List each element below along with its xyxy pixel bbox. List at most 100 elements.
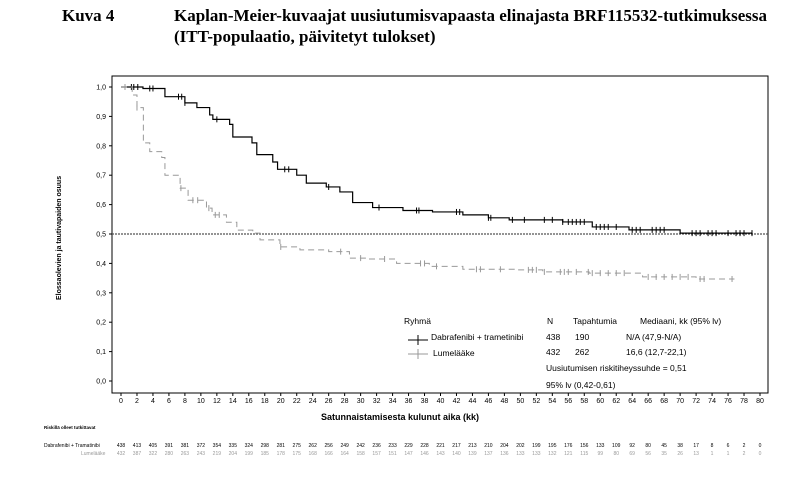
x-tick-label: 44 <box>469 398 477 405</box>
at-risk-placebo-value: 158 <box>356 451 365 457</box>
y-tick-label: 0,3 <box>96 290 106 297</box>
at-risk-placebo-value: 143 <box>436 451 445 457</box>
y-tick-label: 1,0 <box>96 85 106 92</box>
x-tick-label: 56 <box>564 398 572 405</box>
x-tick-label: 72 <box>692 398 700 405</box>
x-tick-label: 64 <box>628 398 636 405</box>
x-tick-label: 10 <box>197 398 205 405</box>
legend-median-dabrafenib: N/A (47,9-N/A) <box>626 332 681 342</box>
x-tick-label: 0 <box>119 398 123 405</box>
at-risk-placebo-value: 178 <box>277 451 286 457</box>
x-tick-label: 38 <box>421 398 429 405</box>
at-risk-placebo-value: 115 <box>580 451 588 457</box>
x-tick-label: 48 <box>501 398 509 405</box>
x-tick-label: 2 <box>135 398 139 405</box>
x-tick-label: 54 <box>548 398 556 405</box>
x-tick-label: 8 <box>183 398 187 405</box>
at-risk-dabrafenib-value: 372 <box>197 443 206 449</box>
at-risk-dabrafenib-value: 275 <box>293 443 302 449</box>
at-risk-placebo-value: 147 <box>404 451 413 457</box>
at-risk-dabrafenib-value: 210 <box>484 443 493 449</box>
at-risk-placebo-value: 13 <box>693 451 699 457</box>
at-risk-dabrafenib-value: 6 <box>727 443 730 449</box>
at-risk-dabrafenib-value: 242 <box>356 443 365 449</box>
at-risk-placebo-value: 132 <box>548 451 557 457</box>
at-risk-dabrafenib-value: 324 <box>245 443 254 449</box>
y-tick-label: 0,2 <box>96 320 106 327</box>
x-tick-label: 24 <box>309 398 317 405</box>
at-risk-dabrafenib-value: 249 <box>340 443 349 449</box>
at-risk-dabrafenib-value: 438 <box>117 443 126 449</box>
x-tick-label: 40 <box>437 398 445 405</box>
x-tick-label: 50 <box>516 398 524 405</box>
at-risk-placebo-value: 263 <box>181 451 190 457</box>
x-tick-label: 80 <box>756 398 764 405</box>
at-risk-dabrafenib-value: 381 <box>181 443 190 449</box>
y-axis-label: Elossaolevien ja tautivapaiden osuus <box>56 176 63 300</box>
at-risk-dabrafenib-value: 335 <box>229 443 238 449</box>
at-risk-placebo-value: 133 <box>516 451 525 457</box>
at-risk-dabrafenib-value: 8 <box>711 443 714 449</box>
legend-n-dabrafenib: 438 <box>546 332 560 342</box>
figure-title-line1: Kaplan-Meier-kuvaajat uusiutumisvapaasta… <box>174 6 768 25</box>
at-risk-placebo-value: 322 <box>149 451 158 457</box>
y-tick-label: 0,1 <box>96 349 106 356</box>
x-tick-label: 22 <box>293 398 301 405</box>
x-tick-label: 4 <box>151 398 155 405</box>
at-risk-label-dabrafenib: Dabrafenibi + Tramatinibi <box>44 443 100 449</box>
at-risk-dabrafenib-value: 236 <box>372 443 381 449</box>
legend-n-placebo: 432 <box>546 347 560 357</box>
at-risk-dabrafenib-value: 213 <box>468 443 477 449</box>
x-tick-label: 52 <box>532 398 540 405</box>
at-risk-placebo-value: 56 <box>645 451 651 457</box>
x-tick-label: 18 <box>261 398 269 405</box>
at-risk-dabrafenib-value: 405 <box>149 443 158 449</box>
y-tick-label: 0,4 <box>96 261 106 268</box>
at-risk-dabrafenib-value: 262 <box>309 443 318 449</box>
at-risk-placebo-value: 26 <box>677 451 683 457</box>
figure-label: Kuva 4 <box>62 6 115 25</box>
at-risk-dabrafenib-value: 229 <box>404 443 413 449</box>
legend-median-placebo: 16,6 (12,7-22,1) <box>626 347 687 357</box>
legend-col-events: Tapahtumia <box>573 316 617 326</box>
x-tick-label: 16 <box>245 398 253 405</box>
at-risk-placebo-value: 164 <box>340 451 349 457</box>
x-tick-label: 30 <box>357 398 365 405</box>
figure-title-line2: (ITT-populaatio, päivitetyt tulokset) <box>174 27 436 46</box>
x-tick-label: 28 <box>341 398 349 405</box>
at-risk-placebo-value: 0 <box>759 451 762 457</box>
at-risk-placebo-value: 121 <box>564 451 573 457</box>
x-tick-label: 6 <box>167 398 171 405</box>
legend-ci: 95% lv (0,42-0,61) <box>546 380 616 390</box>
at-risk-dabrafenib-value: 413 <box>133 443 142 449</box>
x-tick-label: 26 <box>325 398 333 405</box>
at-risk-label-placebo: Lumelääke <box>81 451 106 457</box>
at-risk-dabrafenib-value: 109 <box>612 443 621 449</box>
y-tick-label: 0,6 <box>96 202 106 209</box>
at-risk-placebo-value: 35 <box>661 451 667 457</box>
at-risk-placebo-value: 136 <box>500 451 509 457</box>
x-axis-label: Satunnaistamisesta kulunut aika (kk) <box>321 412 479 422</box>
at-risk-placebo-value: 133 <box>532 451 541 457</box>
at-risk-dabrafenib-value: 256 <box>325 443 334 449</box>
at-risk-dabrafenib-value: 228 <box>420 443 429 449</box>
x-tick-label: 58 <box>580 398 588 405</box>
at-risk-placebo-value: 185 <box>261 451 270 457</box>
legend-col-median: Mediaani, kk (95% lv) <box>640 316 721 326</box>
at-risk-dabrafenib-value: 17 <box>693 443 699 449</box>
at-risk-dabrafenib-value: 45 <box>661 443 667 449</box>
x-tick-label: 20 <box>277 398 285 405</box>
at-risk-placebo-value: 219 <box>213 451 222 457</box>
at-risk-dabrafenib-value: 233 <box>388 443 397 449</box>
at-risk-placebo-value: 168 <box>309 451 318 457</box>
dabrafenib-curve <box>121 86 753 234</box>
y-tick-label: 0,7 <box>96 173 106 180</box>
legend-events-dabrafenib: 190 <box>575 332 589 342</box>
x-tick-label: 74 <box>708 398 716 405</box>
at-risk-placebo-value: 151 <box>388 451 397 457</box>
y-tick-label: 0,5 <box>96 232 106 239</box>
y-tick-label: 0,8 <box>96 143 106 150</box>
at-risk-placebo-value: 204 <box>229 451 238 457</box>
at-risk-dabrafenib-value: 202 <box>516 443 525 449</box>
